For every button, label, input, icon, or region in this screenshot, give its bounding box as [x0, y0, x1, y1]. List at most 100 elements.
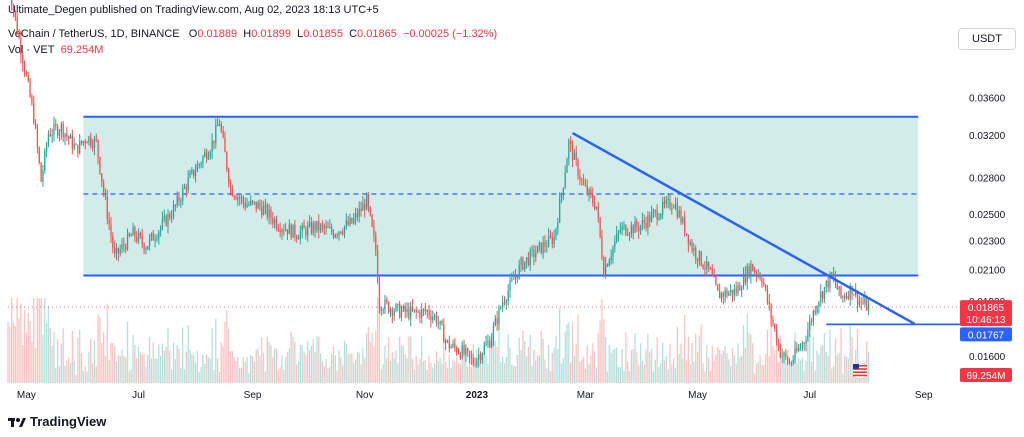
candle-body: [575, 152, 577, 160]
volume-bar: [821, 344, 824, 383]
volume-bar: [555, 336, 557, 383]
candle-body: [104, 192, 107, 197]
candle: [601, 229, 603, 261]
candle: [371, 213, 373, 228]
volume-bar: [259, 355, 261, 383]
volume-bar: [590, 355, 592, 383]
candle: [204, 148, 206, 158]
candle: [183, 183, 186, 190]
volume-bar: [687, 336, 690, 383]
candle-body: [34, 122, 37, 128]
volume-bar: [650, 348, 653, 383]
volume-bar: [698, 335, 701, 383]
volume-bar: [31, 342, 33, 383]
volume-bar: [700, 324, 702, 383]
volume-bar: [706, 345, 708, 383]
volume-bar: [755, 363, 758, 383]
candle: [717, 284, 719, 291]
volume-bar: [560, 363, 563, 383]
volume-bar: [514, 366, 517, 383]
symbol-name[interactable]: VeChain / TetherUS, 1D, BINANCE: [8, 28, 180, 40]
candle: [619, 222, 621, 235]
candle: [411, 299, 414, 312]
volume-bar: [444, 361, 447, 383]
candle-body: [588, 189, 590, 195]
volume-bar: [441, 363, 443, 383]
candle: [435, 311, 438, 327]
candle: [559, 192, 561, 224]
candle-body: [799, 347, 802, 349]
candle-body: [772, 318, 774, 324]
candle-body: [549, 235, 552, 237]
volume-bar: [867, 351, 870, 383]
candle-body: [202, 156, 204, 164]
volume-bar: [384, 345, 386, 383]
candle-body: [744, 273, 747, 283]
x-tick-label: Nov: [356, 390, 374, 401]
candle: [64, 132, 66, 146]
candle: [42, 164, 44, 187]
candle: [788, 358, 791, 365]
candle: [110, 216, 112, 244]
volume-bar: [663, 360, 666, 383]
candle-body: [257, 202, 259, 209]
footer: TradingView: [8, 414, 106, 429]
volume-bar: [485, 355, 487, 383]
candle: [702, 263, 704, 270]
candle-body: [413, 309, 416, 311]
candle-body: [724, 290, 726, 297]
candle: [847, 290, 849, 301]
y-tick-label: 0.02500: [969, 210, 1006, 221]
candle-body: [680, 210, 682, 223]
candle-body: [533, 249, 535, 258]
candle: [259, 199, 261, 211]
candle-body: [395, 304, 397, 312]
volume-bar: [722, 350, 724, 383]
volume-bar: [766, 329, 769, 383]
candle-body: [371, 214, 373, 227]
candle: [380, 306, 382, 316]
candle: [706, 255, 708, 277]
volume-bar: [121, 349, 123, 383]
candle-body: [827, 280, 829, 288]
currency-button[interactable]: USDT: [958, 28, 1016, 50]
candle-body: [779, 344, 781, 358]
volume-bar: [502, 356, 504, 383]
volume-bar: [187, 325, 189, 383]
candle: [397, 303, 399, 312]
volume-bar: [404, 354, 406, 383]
candle-body: [132, 226, 134, 236]
candle: [40, 162, 42, 183]
candle: [518, 259, 520, 280]
candle: [91, 139, 94, 152]
volume-tag-text: 69.254M: [967, 371, 1006, 382]
volume-bar: [658, 366, 660, 383]
candle: [353, 212, 355, 225]
candle: [693, 243, 695, 257]
candle-body: [465, 348, 467, 355]
candle-body: [742, 273, 745, 289]
candle-body: [678, 210, 680, 217]
volume-bar: [189, 349, 191, 383]
candle-body: [327, 226, 329, 228]
volume-legend: Vol · VET 69.254M: [8, 44, 103, 56]
candle: [798, 343, 800, 352]
candle-body: [22, 55, 24, 64]
candle-body: [148, 237, 151, 247]
candle: [167, 209, 169, 234]
volume-bar: [746, 313, 748, 383]
candle: [505, 298, 507, 310]
volume-bar: [428, 356, 430, 383]
candle: [25, 70, 28, 77]
candle: [433, 313, 436, 321]
candle: [713, 268, 715, 278]
candle-body: [511, 278, 513, 281]
candle: [95, 133, 97, 143]
volume-bar: [204, 363, 206, 383]
candle-body: [770, 304, 772, 319]
candle: [332, 229, 335, 240]
candle-body: [507, 290, 509, 301]
candle-body: [456, 347, 458, 353]
volume-bar: [571, 321, 574, 383]
